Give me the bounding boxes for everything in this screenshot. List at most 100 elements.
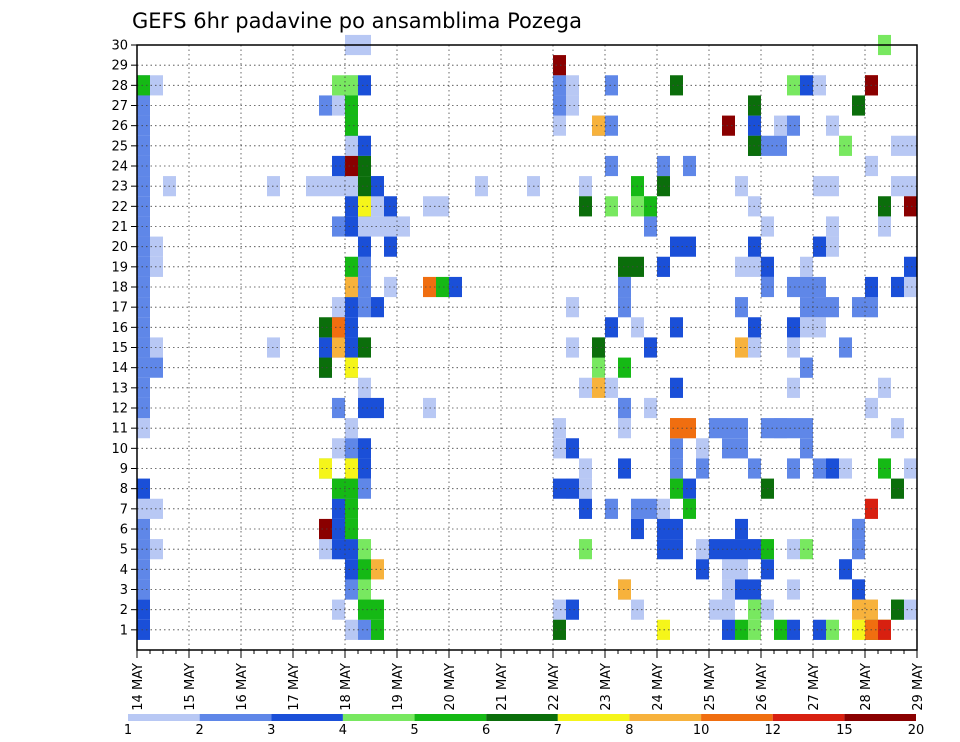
heatmap-cell [137, 599, 150, 620]
heatmap-cell [683, 478, 696, 499]
heatmap-cell [800, 256, 813, 277]
heatmap-cell [358, 216, 371, 237]
heatmap-cell [904, 458, 917, 479]
heatmap-cell [579, 498, 592, 519]
heatmap-cell [839, 458, 852, 479]
heatmap-cell [137, 236, 150, 257]
colorbar-swatch [629, 714, 702, 721]
y-tick-label: 1 [120, 623, 128, 638]
heatmap-cell [332, 438, 345, 459]
heatmap-cell [371, 619, 384, 640]
colorbar-label: 6 [482, 723, 490, 738]
heatmap-cell [722, 619, 735, 640]
heatmap-cell [345, 115, 358, 136]
colorbar-swatch [772, 714, 845, 721]
heatmap-cell [566, 337, 579, 358]
colorbar-swatch [557, 714, 630, 721]
heatmap-cell [358, 579, 371, 600]
heatmap-cell [358, 539, 371, 560]
heatmap-cell [137, 216, 150, 237]
colorbar-label: 12 [764, 723, 781, 738]
heatmap-cell [839, 135, 852, 156]
heatmap-cell [371, 397, 384, 419]
heatmap-cell [345, 619, 358, 640]
y-tick-label: 22 [111, 200, 128, 215]
heatmap-cell [553, 418, 566, 439]
heatmap-cell [683, 236, 696, 257]
heatmap-cell [826, 236, 839, 257]
heatmap-cell [371, 559, 384, 580]
heatmap-cell [137, 397, 150, 419]
heatmap-cell [358, 458, 371, 479]
y-tick-label: 21 [111, 220, 128, 235]
heatmap-cell [605, 317, 618, 338]
heatmap-cell [137, 498, 150, 519]
y-tick-label: 19 [111, 260, 128, 275]
heatmap-cell [670, 75, 683, 96]
y-tick-label: 16 [111, 321, 128, 336]
heatmap-cell [813, 458, 826, 479]
heatmap-cell [709, 418, 722, 439]
heatmap-cell [670, 236, 683, 257]
x-tick-label: 14 MAY [131, 663, 146, 711]
heatmap-cell [137, 95, 150, 116]
colorbar: 1 2 3 4 5 6 7 8 10 12 15 20 [124, 714, 924, 738]
x-tick-label: 22 MAY [547, 663, 562, 711]
colorbar-swatch [271, 714, 343, 721]
heatmap-cell [696, 458, 709, 479]
heatmap-cell [345, 579, 358, 600]
heatmap-cell [332, 397, 345, 419]
heatmap-cell [566, 75, 579, 96]
colorbar-label: 1 [124, 723, 132, 738]
colorbar-label: 2 [195, 723, 203, 738]
heatmap-cell [371, 176, 384, 197]
heatmap-cell [345, 135, 358, 156]
y-tick-label: 23 [111, 180, 128, 195]
heatmap-cell [332, 599, 345, 620]
heatmap-cell [345, 176, 358, 197]
heatmap-cell [787, 619, 800, 640]
heatmap-cell [787, 418, 800, 439]
colorbar-label: 8 [625, 723, 633, 738]
heatmap-cell [787, 317, 800, 338]
heatmap-cell [345, 438, 358, 459]
y-tick-label: 4 [120, 563, 128, 578]
heatmap-cell [332, 75, 345, 96]
heatmap-cell [137, 619, 150, 640]
heatmap-cell [345, 95, 358, 116]
y-tick-label: 14 [111, 361, 128, 376]
heatmap-cell [579, 176, 592, 197]
heatmap-cell [787, 539, 800, 560]
heatmap-cell [475, 176, 488, 197]
heatmap-cell [670, 458, 683, 479]
heatmap-cell [826, 619, 839, 640]
heatmap-cell [137, 75, 150, 96]
heatmap-cell [787, 579, 800, 600]
colorbar-label: 3 [267, 723, 275, 738]
heatmap-cell [813, 317, 826, 338]
heatmap-cell [722, 418, 735, 439]
heatmap-cell [358, 297, 371, 318]
x-tick-label: 15 MAY [183, 663, 198, 711]
heatmap-cell [839, 337, 852, 358]
y-tick-label: 10 [111, 442, 128, 457]
heatmap-cell [332, 176, 345, 197]
cells-layer [137, 34, 917, 640]
heatmap-cell [137, 357, 150, 378]
heatmap-cell [345, 357, 358, 378]
heatmap-cell [800, 317, 813, 338]
heatmap-cell [358, 438, 371, 459]
heatmap-cell [605, 155, 618, 177]
heatmap-cell [358, 196, 371, 217]
heatmap-cell [345, 458, 358, 479]
heatmap-cell [696, 438, 709, 459]
heatmap-cell [683, 498, 696, 519]
heatmap-cell [670, 518, 683, 540]
heatmap-cell [553, 75, 566, 96]
y-tick-label: 27 [111, 99, 128, 114]
y-tick-label: 24 [111, 160, 128, 175]
heatmap-cell [670, 478, 683, 499]
heatmap-cell [592, 357, 605, 378]
heatmap-cell [358, 397, 371, 419]
